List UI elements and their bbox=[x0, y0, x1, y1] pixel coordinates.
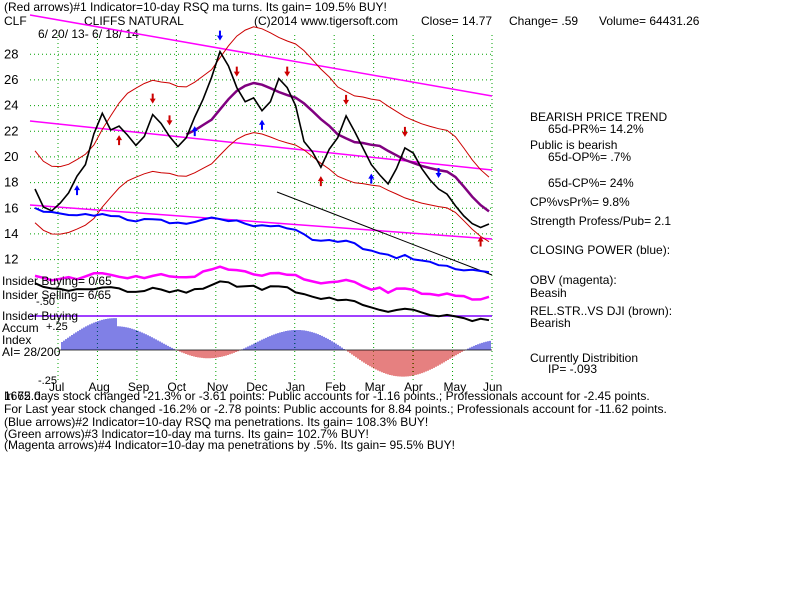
price-series-line bbox=[34, 49, 490, 229]
x-tick-label: Jun bbox=[483, 380, 502, 394]
obv-line bbox=[34, 265, 490, 301]
signal-arrow bbox=[401, 126, 408, 137]
accum-label: Accum bbox=[2, 321, 39, 335]
footer-line4: (Green arrows)#3 Indicator=10-day ma tur… bbox=[4, 427, 369, 441]
lower-band bbox=[34, 132, 490, 243]
price-bands bbox=[34, 26, 490, 243]
footer-line3: (Blue arrows)#2 Indicator=10-day RSQ ma … bbox=[4, 415, 428, 429]
trend-lines bbox=[29, 14, 493, 317]
relstr-title: REL.STR..VS DJI (brown): bbox=[530, 304, 672, 318]
gridlines bbox=[30, 35, 493, 380]
y-tick-label: 18 bbox=[4, 175, 18, 190]
footer-overlap: 1672.0 bbox=[4, 389, 41, 403]
y-tick-label: 24 bbox=[4, 98, 18, 113]
insider-buying: Insider Buying= 0/65 bbox=[2, 274, 112, 288]
obv-title: OBV (magenta): bbox=[530, 273, 617, 287]
distribution-title: Currently Distribition bbox=[530, 351, 638, 365]
public-bearish: Public is bearish bbox=[530, 138, 617, 152]
date-range: 6/ 20/ 13- 6/ 18/ 14 bbox=[38, 27, 139, 41]
x-tick-label: Mar bbox=[365, 380, 386, 394]
close-readout: Close= 14.77 bbox=[421, 14, 492, 28]
footer-line1: In 65 days stock changed -21.3% or -3.61… bbox=[4, 389, 650, 403]
signal-arrow bbox=[116, 135, 123, 146]
op-value: 65d-OP%= .7% bbox=[548, 150, 631, 164]
x-axis-labels: Jul Aug Sep Oct Nov Dec Jan Feb Mar Apr May Jun bbox=[49, 380, 502, 394]
signal-arrow bbox=[149, 93, 156, 104]
y-tick-label: 12 bbox=[4, 252, 18, 267]
x-tick-label: Jan bbox=[286, 380, 305, 394]
x-tick-label: Feb bbox=[325, 380, 346, 394]
signal-arrow bbox=[166, 115, 173, 126]
price-line bbox=[34, 49, 490, 229]
x-tick-label: Oct bbox=[167, 380, 186, 394]
relstr-line bbox=[34, 280, 490, 323]
y-tick-label: 26 bbox=[4, 72, 18, 87]
strength-value: Strength Profess/Pub= 2.1 bbox=[530, 214, 671, 228]
indicator-lines bbox=[34, 207, 490, 323]
signal-arrow bbox=[233, 66, 240, 77]
signal-arrow bbox=[259, 119, 265, 130]
minus25-label: -.25 bbox=[38, 375, 57, 387]
closing-power-trendline bbox=[276, 191, 493, 276]
index-label: Index bbox=[2, 333, 31, 347]
change-readout: Change= .59 bbox=[509, 14, 578, 28]
x-tick-label: Jul bbox=[49, 380, 64, 394]
y-tick-label: 22 bbox=[4, 123, 18, 138]
accum-plus: +.25 bbox=[46, 321, 68, 333]
symbol-label: CLF bbox=[4, 14, 27, 28]
trend-title: BEARISH PRICE TREND bbox=[530, 110, 667, 124]
insider-buying-2: Insider Buying bbox=[2, 309, 78, 323]
x-tick-label: Apr bbox=[404, 380, 423, 394]
ip-value: IP= -.093 bbox=[548, 362, 597, 376]
middle-trendline bbox=[29, 120, 493, 171]
signal-arrow bbox=[216, 30, 223, 41]
obv-state: Beasih bbox=[530, 286, 567, 300]
signal-arrow bbox=[284, 66, 291, 77]
minus50-label: -.50 bbox=[36, 296, 55, 308]
accumulation-histogram bbox=[60, 318, 492, 377]
y-tick-label: 28 bbox=[4, 46, 18, 61]
upper-band bbox=[34, 26, 490, 178]
signal-arrow bbox=[74, 185, 81, 196]
signal-arrow bbox=[343, 94, 350, 105]
header-line1: (Red arrows)#1 Indicator=10-day RSQ ma t… bbox=[4, 0, 387, 14]
cpvspr-value: CP%vsPr%= 9.8% bbox=[530, 195, 630, 209]
insider-selling: Insider Selling= 6/65 bbox=[2, 288, 111, 302]
x-tick-label: Nov bbox=[207, 380, 228, 394]
signal-arrow bbox=[317, 176, 324, 187]
signal-arrow bbox=[191, 126, 198, 137]
y-axis-labels: 12 14 16 18 20 22 24 26 28 bbox=[4, 46, 18, 266]
y-tick-label: 16 bbox=[4, 200, 18, 215]
signal-arrows bbox=[74, 30, 484, 247]
footer-line2: For Last year stock changed -16.2% or -2… bbox=[4, 402, 667, 416]
copyright-label: (C)2014 www.tigersoft.com bbox=[254, 14, 398, 28]
y-tick-label: 20 bbox=[4, 149, 18, 164]
signal-arrow bbox=[477, 236, 484, 247]
closing-power-label: CLOSING POWER (blue): bbox=[530, 243, 670, 257]
company-name: CLIFFS NATURAL bbox=[84, 14, 184, 28]
cp-value: 65d-CP%= 24% bbox=[548, 176, 634, 190]
upper-trendline bbox=[29, 14, 493, 97]
ai-label: AI= 28/200 bbox=[2, 345, 61, 359]
volume-readout: Volume= 64431.26 bbox=[599, 14, 700, 28]
closing-power-line bbox=[34, 207, 490, 274]
x-tick-label: Aug bbox=[88, 380, 109, 394]
pr-value: 65d-PR%= 14.2% bbox=[548, 122, 644, 136]
relstr-state: Bearish bbox=[530, 316, 571, 330]
x-tick-label: Dec bbox=[246, 380, 267, 394]
x-tick-label: Sep bbox=[128, 380, 150, 394]
x-tick-label: May bbox=[444, 380, 467, 394]
y-tick-label: 14 bbox=[4, 226, 18, 241]
lower-trendline bbox=[29, 204, 493, 240]
signal-arrow bbox=[368, 173, 375, 184]
signal-arrow bbox=[435, 168, 442, 178]
footer-line5: (Magenta arrows)#4 Indicator=10-day ma p… bbox=[4, 438, 455, 452]
